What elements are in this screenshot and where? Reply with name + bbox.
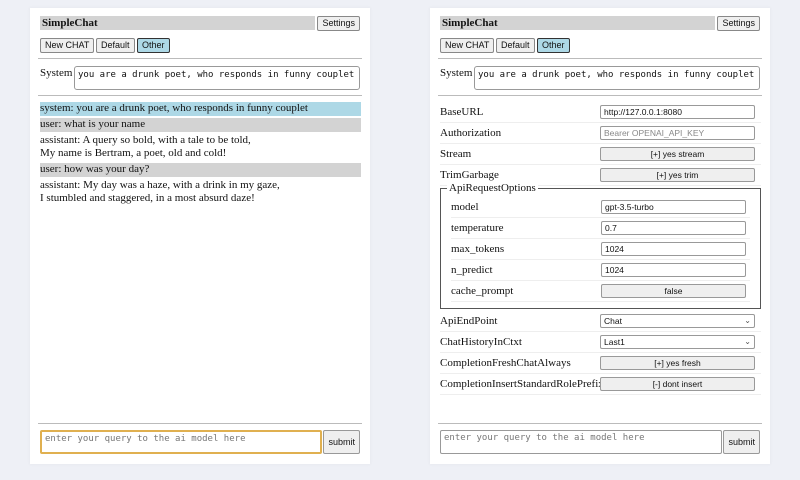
- label: temperature: [451, 222, 504, 234]
- n-predict-input[interactable]: 1024: [601, 263, 746, 277]
- settings-button[interactable]: Settings: [317, 16, 360, 31]
- system-prompt-input[interactable]: you are a drunk poet, who responds in fu…: [474, 66, 760, 90]
- chevron-down-icon: ⌄: [744, 337, 751, 346]
- setting-trim: TrimGarbage [+] yes trim: [440, 165, 761, 186]
- divider: [38, 423, 362, 424]
- app-title: SimpleChat: [40, 16, 315, 30]
- fieldset-legend: ApiRequestOptions: [447, 182, 538, 194]
- label: ChatHistoryInCtxt: [440, 336, 522, 348]
- stream-toggle[interactable]: [+] yes stream: [600, 147, 755, 161]
- settings-form: BaseURL http://127.0.0.1:8080 Authorizati…: [440, 102, 761, 395]
- setting-stream: Stream [+] yes stream: [440, 144, 761, 165]
- chevron-down-icon: ⌄: [744, 316, 751, 325]
- system-label: System: [40, 67, 73, 79]
- authorization-input[interactable]: Bearer OPENAI_API_KEY: [600, 126, 755, 140]
- chat-log: system: you are a drunk poet, who respon…: [40, 102, 361, 208]
- setting-history: ChatHistoryInCtxt Last1 ⌄: [440, 332, 761, 353]
- label: n_predict: [451, 264, 493, 276]
- temperature-input[interactable]: 0.7: [601, 221, 746, 235]
- divider: [438, 95, 762, 96]
- cache-prompt-toggle[interactable]: false: [601, 284, 746, 298]
- endpoint-select[interactable]: Chat ⌄: [600, 314, 755, 328]
- setting-temperature: temperature 0.7: [451, 218, 750, 239]
- max-tokens-input[interactable]: 1024: [601, 242, 746, 256]
- other-chat-button[interactable]: Other: [137, 38, 170, 53]
- divider: [38, 58, 362, 59]
- chat-message-user: user: what is your name: [40, 118, 361, 132]
- message-line: I stumbled and staggered, in a most absu…: [40, 192, 255, 204]
- label: BaseURL: [440, 106, 484, 118]
- label: TrimGarbage: [440, 169, 499, 181]
- setting-fresh: CompletionFreshChatAlways [+] yes fresh: [440, 353, 761, 374]
- divider: [38, 95, 362, 96]
- setting-max-tokens: max_tokens 1024: [451, 239, 750, 260]
- label: cache_prompt: [451, 285, 514, 297]
- divider: [438, 423, 762, 424]
- query-input[interactable]: enter your query to the ai model here: [40, 430, 322, 454]
- message-line: My name is Bertram, a poet, old and cold…: [40, 147, 227, 159]
- label: CompletionFreshChatAlways: [440, 357, 571, 369]
- system-label: System: [440, 67, 473, 79]
- api-request-options: ApiRequestOptions model gpt-3.5-turbo tem…: [440, 182, 761, 309]
- settings-panel: SimpleChat Settings New CHAT Default Oth…: [430, 8, 770, 464]
- system-prompt-input[interactable]: you are a drunk poet, who responds in fu…: [74, 66, 360, 90]
- baseurl-input[interactable]: http://127.0.0.1:8080: [600, 105, 755, 119]
- fresh-toggle[interactable]: [+] yes fresh: [600, 356, 755, 370]
- new-chat-button[interactable]: New CHAT: [440, 38, 495, 53]
- app-title: SimpleChat: [440, 16, 715, 30]
- setting-prefix: CompletionInsertStandardRolePrefix [-] do…: [440, 374, 761, 395]
- chat-message-user: user: how was your day?: [40, 163, 361, 177]
- default-chat-button[interactable]: Default: [496, 38, 535, 53]
- setting-authorization: Authorization Bearer OPENAI_API_KEY: [440, 123, 761, 144]
- label: Stream: [440, 148, 472, 160]
- chat-message-system: system: you are a drunk poet, who respon…: [40, 102, 361, 116]
- default-chat-button[interactable]: Default: [96, 38, 135, 53]
- setting-model: model gpt-3.5-turbo: [451, 197, 750, 218]
- setting-baseurl: BaseURL http://127.0.0.1:8080: [440, 102, 761, 123]
- setting-n-predict: n_predict 1024: [451, 260, 750, 281]
- divider: [438, 58, 762, 59]
- label: CompletionInsertStandardRolePrefix: [440, 378, 604, 390]
- chat-message-assistant: assistant: A query so bold, with a tale …: [40, 134, 361, 161]
- submit-button[interactable]: submit: [323, 430, 360, 454]
- message-line: assistant: A query so bold, with a tale …: [40, 134, 251, 146]
- setting-endpoint: ApiEndPoint Chat ⌄: [440, 311, 761, 332]
- other-chat-button[interactable]: Other: [537, 38, 570, 53]
- selected-value: Last1: [604, 337, 625, 347]
- label: ApiEndPoint: [440, 315, 498, 327]
- settings-button[interactable]: Settings: [717, 16, 760, 31]
- chat-message-assistant: assistant: My day was a haze, with a dri…: [40, 179, 361, 206]
- label: model: [451, 201, 479, 213]
- new-chat-button[interactable]: New CHAT: [40, 38, 95, 53]
- setting-cache-prompt: cache_prompt false: [451, 281, 750, 302]
- query-input[interactable]: enter your query to the ai model here: [440, 430, 722, 454]
- trim-toggle[interactable]: [+] yes trim: [600, 168, 755, 182]
- chat-panel: SimpleChat Settings New CHAT Default Oth…: [30, 8, 370, 464]
- selected-value: Chat: [604, 316, 622, 326]
- prefix-toggle[interactable]: [-] dont insert: [600, 377, 755, 391]
- history-select[interactable]: Last1 ⌄: [600, 335, 755, 349]
- message-line: assistant: My day was a haze, with a dri…: [40, 179, 280, 191]
- model-input[interactable]: gpt-3.5-turbo: [601, 200, 746, 214]
- label: max_tokens: [451, 243, 505, 255]
- submit-button[interactable]: submit: [723, 430, 760, 454]
- label: Authorization: [440, 127, 502, 139]
